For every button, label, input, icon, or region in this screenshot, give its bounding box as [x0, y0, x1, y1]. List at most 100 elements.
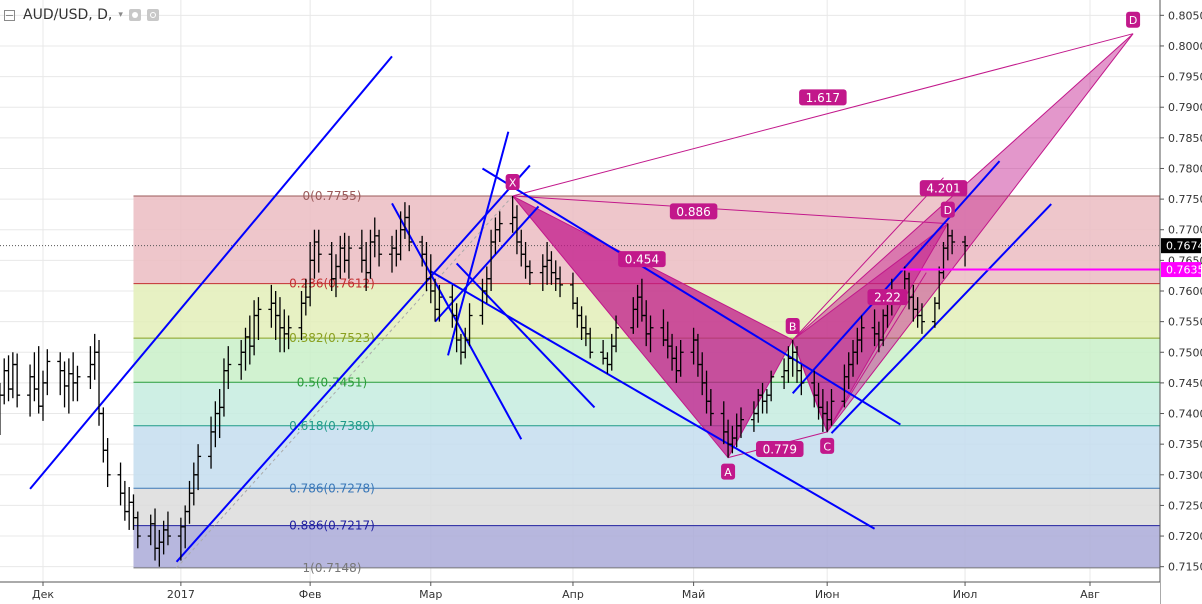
fib-retracement: 0(0.7755)0.236(0.7612)0.382(0.7523)0.5(0…	[133, 189, 1161, 575]
channel-line	[29, 55, 393, 490]
pattern-point-x: X	[505, 174, 520, 191]
ohlc-bar	[466, 303, 473, 347]
ratio-label-text: 0.454	[625, 253, 659, 267]
ohlc-bar	[918, 303, 925, 334]
pattern-point-label: D	[1129, 14, 1137, 27]
ohlc-bars	[0, 196, 969, 567]
pattern-point-label: A	[724, 466, 732, 479]
ohlc-bar	[121, 480, 128, 521]
symbol-title[interactable]: AUD/USD, D,	[23, 7, 113, 23]
time-axis: Дек 2017 Фев Мар Апр Май Июн Июл Авг	[0, 581, 1160, 604]
ohlc-bar	[557, 266, 564, 298]
ohlc-bar	[376, 229, 383, 267]
ohlc-bar	[587, 327, 594, 359]
ohlc-bar	[27, 364, 34, 417]
price-axis-bg	[1160, 0, 1202, 604]
ratio-label: 0.779	[756, 441, 804, 458]
fib-band	[133, 488, 1161, 526]
ohlc-bar	[117, 462, 124, 506]
channel-line	[481, 167, 901, 426]
fib-level-label: 0.786(0.7278)	[289, 481, 375, 495]
ohlc-bar	[858, 315, 865, 353]
channel-line	[455, 262, 596, 409]
ohlc-bar	[647, 315, 654, 353]
time-tick-label: 2017	[167, 588, 195, 601]
ohlc-bar	[949, 229, 956, 255]
time-tick-label: Май	[682, 588, 705, 601]
ohlc-bar	[104, 438, 111, 488]
ratio-label: 2.22	[867, 289, 908, 306]
pattern-point-label: D	[944, 204, 952, 217]
fib-level-label: 0.886(0.7217)	[289, 519, 375, 533]
ohlc-bar	[126, 487, 133, 530]
ratio-label-text: 1.617	[806, 91, 840, 105]
ratio-line-bd	[792, 177, 944, 341]
pattern-point-d: D	[940, 201, 955, 218]
time-tick-label: Дек	[32, 588, 54, 601]
last-price-badge: 0.7674	[1161, 238, 1202, 254]
minus-box-icon[interactable]	[4, 9, 15, 21]
ohlc-bar	[195, 444, 202, 491]
time-tick-label: Июл	[953, 588, 978, 601]
channel-line	[175, 164, 531, 563]
ohlc-bar	[798, 364, 805, 396]
pattern-point-c: C	[820, 437, 835, 454]
ratio-label-text: 0.779	[763, 443, 797, 457]
ratio-label: 1.617	[799, 89, 847, 106]
channel-line	[830, 203, 1052, 434]
ohlc-bar	[285, 315, 292, 350]
ohlc-bar	[707, 389, 714, 426]
ohlc-bar	[65, 358, 72, 414]
ohlc-bar	[91, 333, 98, 380]
time-tick-label: Мар	[419, 588, 442, 601]
ohlc-bar	[828, 389, 835, 426]
ohlc-bar	[613, 315, 620, 353]
ohlc-bar	[677, 340, 684, 377]
ohlc-bar	[134, 511, 141, 549]
fib-level-label: 0.5(0.7451)	[297, 375, 367, 389]
time-tick-label: Апр	[562, 588, 584, 601]
ohlc-bar	[345, 235, 352, 279]
ohlc-bar	[255, 297, 262, 341]
ohlc-bar	[962, 235, 969, 267]
ratio-label: 4.201	[919, 180, 968, 197]
eye-icon[interactable]	[128, 9, 141, 21]
channel-line	[430, 270, 876, 530]
ohlc-bar	[1, 358, 8, 405]
ohlc-bar	[57, 352, 64, 396]
ratio-line-xd	[512, 195, 948, 225]
time-axis-bg	[0, 582, 1160, 604]
ratio-label-text: 2.22	[874, 291, 901, 305]
ohlc-bar	[436, 284, 443, 322]
fib-level-label: 0.382(0.7523)	[289, 331, 375, 345]
time-tick-label: Июн	[815, 588, 840, 601]
marked-price-badge: 0.7635	[1161, 262, 1202, 278]
pattern-point-label: B	[789, 321, 797, 334]
channel-line	[791, 160, 1001, 394]
pattern-point-label: X	[509, 177, 517, 190]
time-tick-label: Фев	[299, 588, 322, 601]
marked-price-text: 0.7635	[1166, 264, 1202, 277]
ohlc-bar	[100, 407, 107, 463]
channel-line	[447, 131, 510, 356]
ratio-label-text: 4.201	[926, 182, 960, 196]
ohlc-bar	[496, 211, 503, 242]
chevron-down-icon[interactable]: ▾	[118, 10, 123, 20]
ohlc-bar	[35, 346, 42, 414]
gear-icon[interactable]	[146, 9, 159, 21]
pattern-point-a: A	[721, 463, 736, 480]
time-tick-label: Авг	[1080, 588, 1100, 601]
